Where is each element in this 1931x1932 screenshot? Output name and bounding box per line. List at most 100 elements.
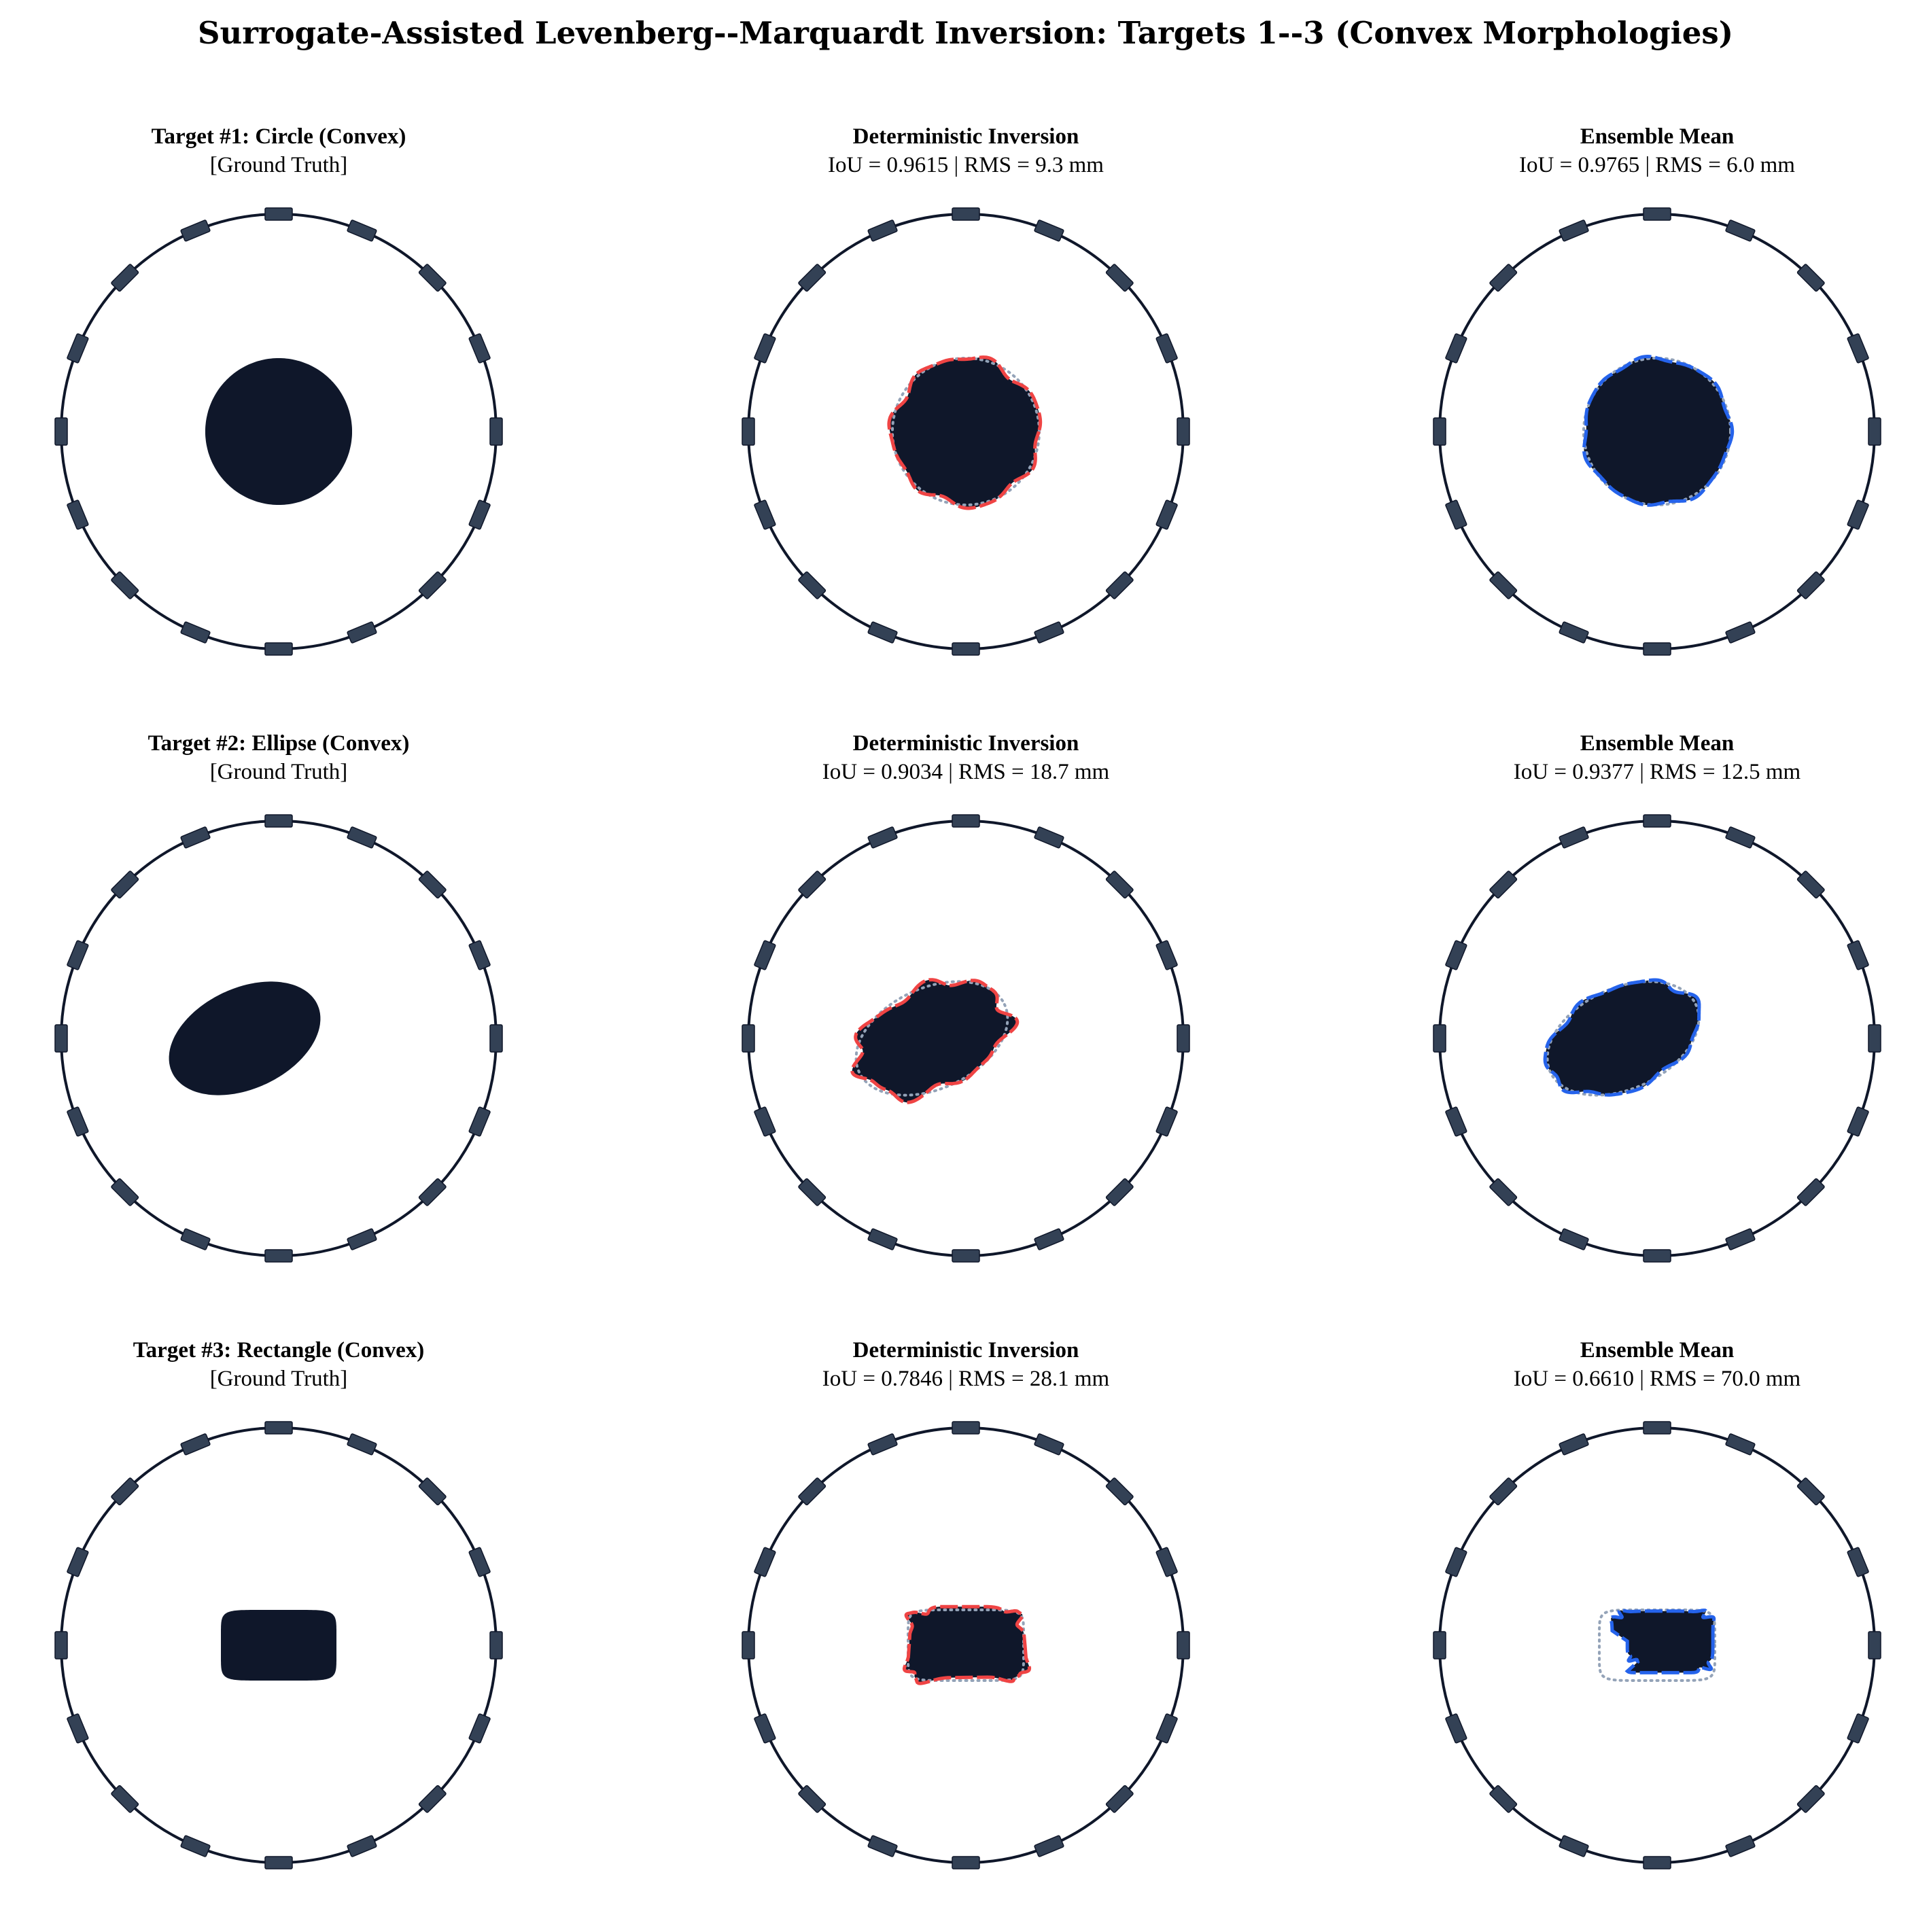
- electrode-4: [468, 333, 491, 364]
- electrode-13: [742, 417, 755, 446]
- electrode-9: [952, 642, 980, 656]
- electrode-10: [1559, 621, 1589, 644]
- panel-deterministic-2: Deterministic Inversion IoU = 0.9034 | R…: [728, 729, 1204, 1273]
- deterministic-dashed-outline: [887, 355, 1043, 510]
- inclusion-reconstruction: [904, 1606, 1030, 1684]
- electrode-7: [418, 1785, 447, 1813]
- electrode-12: [67, 499, 89, 530]
- electrode-2: [1725, 826, 1756, 849]
- electrode-9: [264, 1856, 293, 1869]
- electrode-9: [952, 1249, 980, 1263]
- electrode-13: [1433, 417, 1446, 446]
- electrode-12: [754, 1713, 776, 1744]
- electrode-1: [1643, 814, 1671, 828]
- electrode-8: [347, 1835, 377, 1857]
- panel-deterministic-1: Deterministic Inversion IoU = 0.9615 | R…: [728, 122, 1204, 666]
- electrode-1: [1643, 207, 1671, 221]
- panel-title-main: Target #1: Circle (Convex): [151, 124, 406, 149]
- electrode-12: [67, 1713, 89, 1744]
- electrode-11: [111, 571, 139, 599]
- electrode-11: [1489, 1785, 1518, 1813]
- electrode-14: [1445, 333, 1467, 364]
- electrode-13: [742, 1024, 755, 1053]
- electrode-3: [1796, 1477, 1825, 1506]
- electrode-9: [1643, 1856, 1671, 1869]
- electrode-13: [54, 1631, 68, 1659]
- electrode-16: [867, 1433, 898, 1456]
- ensemble-dashed-outline: [1609, 1609, 1716, 1674]
- electrode-2: [1034, 826, 1064, 849]
- electrode-8: [1725, 621, 1756, 644]
- tank-plot: [1433, 814, 1881, 1263]
- electrode-11: [111, 1178, 139, 1206]
- electrode-9: [1643, 642, 1671, 656]
- electrode-12: [67, 1106, 89, 1137]
- electrode-16: [867, 219, 898, 242]
- panel-deterministic-3: Deterministic Inversion IoU = 0.7846 | R…: [728, 1336, 1204, 1880]
- electrode-14: [754, 940, 776, 970]
- electrode-11: [798, 571, 827, 599]
- electrode-3: [1105, 1477, 1134, 1506]
- electrode-6: [1847, 499, 1869, 530]
- electrode-4: [1155, 333, 1178, 364]
- panel-title: Ensemble Mean IoU = 0.9377 | RMS = 12.5 …: [1419, 729, 1895, 786]
- electrode-4: [1847, 1547, 1869, 1577]
- electrode-10: [867, 621, 898, 644]
- inclusion-ground-truth: [221, 1610, 336, 1681]
- electrode-8: [347, 621, 377, 644]
- panel-title-main: Target #2: Ellipse (Convex): [147, 731, 410, 756]
- electrode-15: [1489, 871, 1518, 899]
- electrode-11: [111, 1785, 139, 1813]
- electrode-5: [1868, 1024, 1881, 1053]
- electrode-11: [1489, 1178, 1518, 1206]
- electrode-7: [1796, 571, 1825, 599]
- electrode-9: [1643, 1249, 1671, 1263]
- electrode-8: [1034, 621, 1064, 644]
- electrode-6: [1847, 1713, 1869, 1744]
- electrode-10: [867, 1228, 898, 1250]
- electrode-6: [1155, 499, 1178, 530]
- deterministic-dashed-outline: [902, 1604, 1032, 1685]
- inclusion-reconstruction: [1611, 1610, 1714, 1673]
- electrode-6: [468, 499, 491, 530]
- electrode-3: [418, 264, 447, 292]
- electrode-3: [1796, 264, 1825, 292]
- tank-plot: [1433, 207, 1881, 656]
- electrode-4: [1847, 940, 1869, 970]
- tank-plot: [54, 1421, 503, 1869]
- electrode-5: [1177, 1024, 1190, 1053]
- panel-ensemble-1: Ensemble Mean IoU = 0.9765 | RMS = 6.0 m…: [1419, 122, 1895, 666]
- tank-plot: [742, 207, 1190, 656]
- electrode-9: [264, 642, 293, 656]
- electrode-2: [347, 219, 377, 242]
- electrode-15: [111, 1477, 139, 1506]
- electrode-7: [1105, 1178, 1134, 1206]
- tank-plot: [54, 814, 503, 1263]
- electrode-10: [180, 1228, 211, 1250]
- panel-target-1: Target #1: Circle (Convex) [Ground Truth…: [41, 122, 517, 666]
- panel-title-main: Ensemble Mean: [1580, 731, 1735, 756]
- electrode-5: [1868, 1631, 1881, 1659]
- inclusion-reconstruction: [1545, 980, 1699, 1095]
- electrode-15: [111, 871, 139, 899]
- electrode-12: [1445, 499, 1467, 530]
- electrode-3: [1105, 871, 1134, 899]
- electrode-16: [1559, 219, 1589, 242]
- electrode-16: [1559, 826, 1589, 849]
- electrode-13: [54, 1024, 68, 1053]
- tank-plot: [742, 1421, 1190, 1869]
- panel-target-2: Target #2: Ellipse (Convex) [Ground Trut…: [41, 729, 517, 1273]
- panel-title-main: Ensemble Mean: [1580, 1338, 1735, 1363]
- electrode-14: [67, 1547, 89, 1577]
- electrode-16: [180, 219, 211, 242]
- electrode-14: [1445, 940, 1467, 970]
- electrode-4: [1155, 1547, 1178, 1577]
- electrode-2: [1725, 219, 1756, 242]
- panel-title-main: Deterministic Inversion: [852, 731, 1079, 756]
- electrode-16: [867, 826, 898, 849]
- electrode-15: [1489, 1477, 1518, 1506]
- panel-title-metrics: IoU = 0.9377 | RMS = 12.5 mm: [1513, 760, 1801, 784]
- electrode-10: [180, 1835, 211, 1857]
- electrode-12: [1445, 1713, 1467, 1744]
- ground-truth-dotted-outline: [1546, 980, 1701, 1097]
